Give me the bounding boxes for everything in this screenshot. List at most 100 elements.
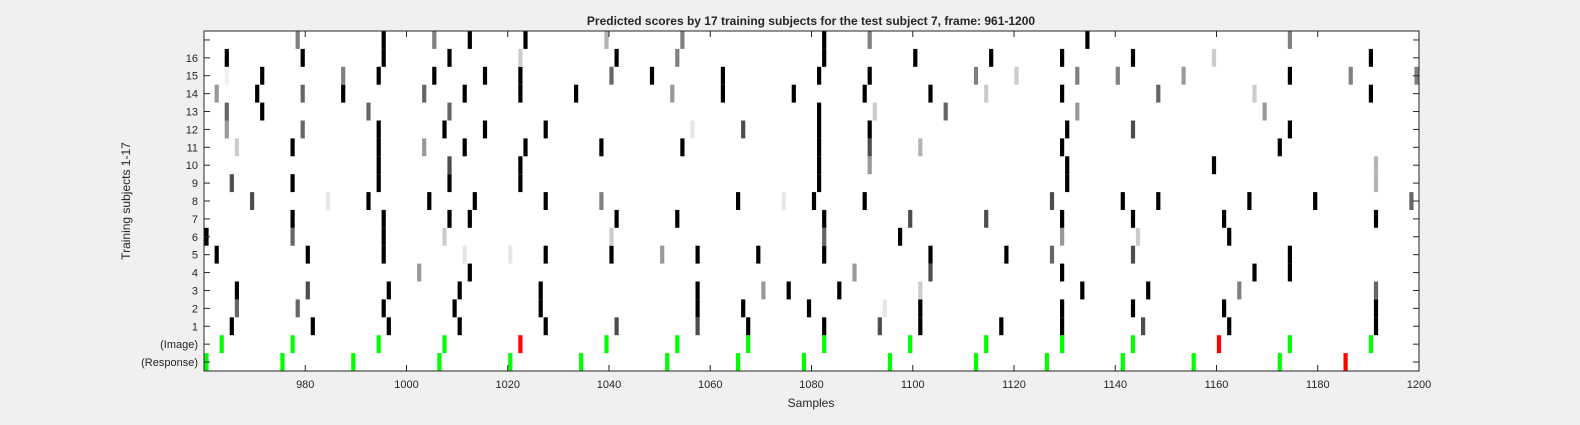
subject-16-mark <box>1060 48 1065 67</box>
response-mark <box>665 353 670 371</box>
subject-1-mark <box>1141 317 1146 336</box>
image-mark <box>984 335 989 354</box>
response-mark <box>1343 353 1348 371</box>
subject-15-mark <box>341 66 346 85</box>
subject-1-mark <box>999 317 1004 336</box>
subject-17-mark <box>381 31 386 49</box>
subject-10-mark <box>518 156 523 175</box>
subject-7-mark <box>614 209 619 228</box>
subject-14-mark <box>1368 84 1373 103</box>
x-tick-label: 1140 <box>1103 379 1127 391</box>
response-mark <box>437 353 442 371</box>
subject-5-mark <box>822 245 827 264</box>
subject-13-mark <box>366 102 371 121</box>
image-mark <box>746 335 751 354</box>
subject-15-mark <box>482 66 488 85</box>
subject-3-mark <box>761 281 766 300</box>
subject-3-mark <box>837 281 842 300</box>
subject-11-mark <box>817 138 822 157</box>
subject-11-mark <box>523 138 528 157</box>
subject-7-mark <box>447 209 452 228</box>
subject-14-mark <box>518 84 523 103</box>
subject-5-mark <box>695 245 700 264</box>
subject-14-mark <box>1156 84 1161 103</box>
subject-8-mark <box>472 192 477 210</box>
image-mark <box>1368 335 1373 354</box>
y-tick-label: 10 <box>186 160 198 172</box>
subject-3-mark <box>786 281 791 300</box>
subject-9-mark <box>290 174 295 193</box>
subject-13-mark <box>1262 102 1267 121</box>
subject-3-mark <box>695 281 700 300</box>
subject-1-mark <box>1227 317 1232 336</box>
subject-6-mark <box>1060 227 1065 246</box>
y-tick-label: 8 <box>192 196 198 208</box>
x-tick-label: 1040 <box>597 379 621 391</box>
subject-7-mark <box>1060 209 1065 228</box>
subject-1-mark <box>877 317 882 336</box>
subject-1-mark <box>918 317 923 336</box>
subject-8-mark <box>599 192 604 210</box>
subject-2-mark <box>1373 299 1379 318</box>
subject-14-mark <box>214 84 219 103</box>
response-mark <box>1120 353 1125 371</box>
subject-14-mark <box>1060 84 1065 103</box>
subject-8-mark <box>736 192 741 210</box>
subject-6-mark <box>1135 227 1141 246</box>
subject-12-mark <box>376 120 381 139</box>
subject-7-mark <box>381 209 386 228</box>
subject-1-mark <box>614 317 619 336</box>
subject-2-mark <box>1130 299 1136 318</box>
response-mark <box>973 353 979 371</box>
subject-14-mark <box>670 84 675 103</box>
subject-17-mark <box>822 31 827 49</box>
subject-14-mark <box>300 84 305 103</box>
subject-15-mark <box>973 66 979 85</box>
image-mark <box>675 335 680 354</box>
subject-6-mark <box>898 227 903 246</box>
subject-11-mark <box>918 138 923 157</box>
subject-11-mark <box>1060 138 1065 157</box>
subject-8-mark <box>543 192 548 210</box>
subject-9-mark <box>229 174 234 193</box>
subject-1-mark <box>746 317 751 336</box>
subject-14-mark <box>341 84 346 103</box>
subject-13-mark <box>447 102 452 121</box>
subject-14-mark <box>862 84 867 103</box>
subject-13-mark <box>224 102 229 121</box>
image-mark <box>290 335 295 354</box>
x-tick-label: 1120 <box>1002 379 1026 391</box>
response-mark <box>579 353 584 371</box>
subject-11-mark <box>599 138 604 157</box>
subject-12-mark <box>442 120 447 139</box>
subject-5-mark <box>214 245 219 264</box>
subject-4-mark <box>928 263 933 282</box>
subject-8-mark <box>250 192 255 210</box>
subject-12-mark <box>1287 120 1292 139</box>
subject-2-mark <box>295 299 300 318</box>
x-tick-label: 1080 <box>799 379 823 391</box>
subject-5-mark <box>756 245 761 264</box>
subject-14-mark <box>574 84 579 103</box>
subject-2-mark <box>1222 299 1227 318</box>
subject-11-mark <box>376 138 381 157</box>
subject-4-mark <box>1252 263 1257 282</box>
plot-area <box>204 31 1419 371</box>
subject-17-mark <box>1287 31 1292 49</box>
y-tick-label: 13 <box>186 107 198 119</box>
subject-7-mark <box>1130 209 1136 228</box>
subject-16-mark <box>300 48 305 67</box>
subject-5-mark <box>1049 245 1055 264</box>
subject-8-mark <box>1156 192 1161 210</box>
subject-5-mark <box>660 245 665 264</box>
subject-9-mark <box>817 174 822 193</box>
y-axis-label: Training subjects 1-17 <box>119 142 133 260</box>
subject-3-mark <box>386 281 391 300</box>
x-tick-label: 1160 <box>1205 379 1229 391</box>
subject-6-mark <box>381 227 386 246</box>
y-tick-label: 7 <box>192 214 198 226</box>
subject-1-mark <box>543 317 548 336</box>
subject-11-mark <box>290 138 295 157</box>
y-tick-label: 14 <box>186 89 198 101</box>
subject-16-mark <box>1130 48 1136 67</box>
